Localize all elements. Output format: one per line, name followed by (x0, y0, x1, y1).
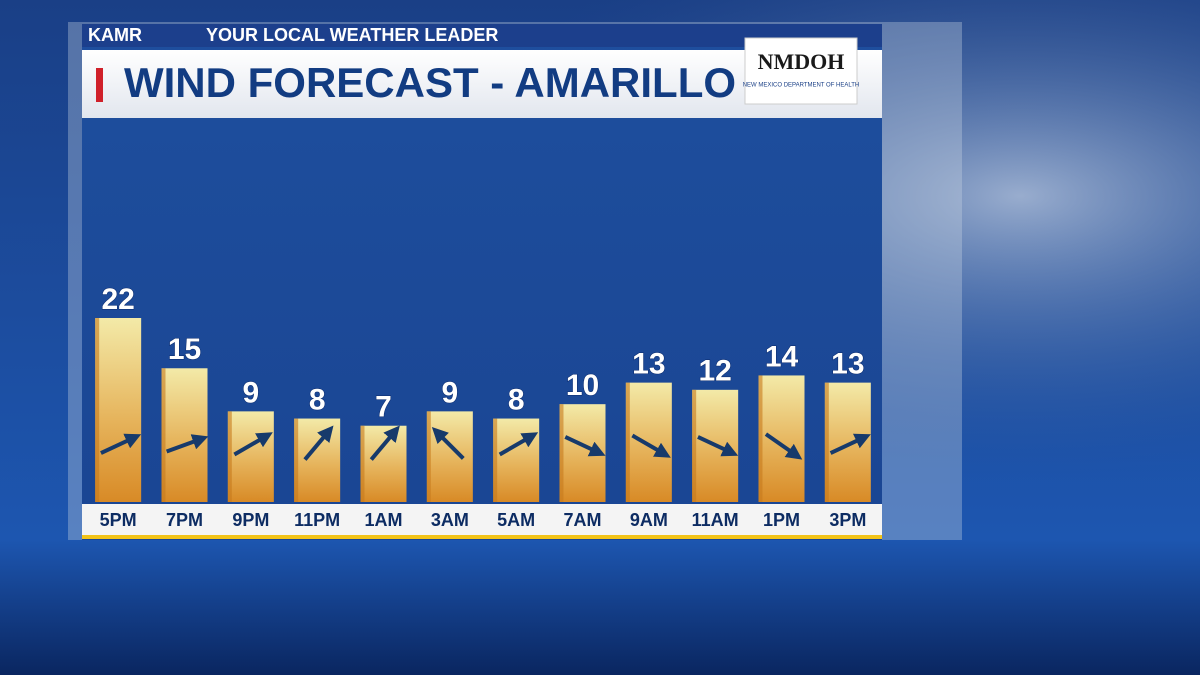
value-label: 13 (632, 348, 665, 381)
bar (95, 318, 142, 502)
bar-edge (493, 418, 498, 502)
header-band (82, 24, 882, 47)
x-tick-label: 1PM (763, 510, 800, 530)
bar-edge (559, 404, 564, 502)
bar-edge (692, 389, 697, 502)
bar-edge (360, 425, 365, 502)
x-tick-label: 3AM (431, 510, 469, 530)
x-tick-label: 5AM (497, 510, 535, 530)
sponsor-name: NMDOH (758, 49, 845, 74)
wind-arrow (498, 432, 539, 457)
value-label: 9 (441, 376, 458, 409)
station: KAMR (88, 25, 142, 45)
value-label: 12 (698, 355, 731, 388)
value-label: 8 (508, 383, 525, 416)
bar-edge (161, 368, 166, 502)
sponsor-full-name: NEW MEXICO DEPARTMENT OF HEALTH (743, 83, 860, 89)
x-tick-label: 9PM (232, 510, 269, 530)
value-label: 8 (309, 383, 326, 416)
x-tick-label: 11AM (692, 510, 739, 530)
x-tick-label: 1AM (364, 510, 402, 530)
bars: 5PM 22 7PM 15 9PM 9 11PM 8 1AM 7 3AM 9 5AM 8 7AM 10 9AM 1… (95, 282, 871, 530)
wind-arrow (697, 435, 739, 457)
bar-edge (426, 411, 431, 502)
chart-title: WIND FORECAST - AMARILLO (124, 59, 736, 106)
wind-arrow (233, 432, 273, 457)
bar (625, 382, 672, 502)
bar (426, 411, 473, 502)
bar-edge (95, 318, 100, 502)
wind-arrow (431, 427, 465, 460)
bar (294, 418, 341, 502)
title-accent (96, 68, 103, 102)
x-tick-label: 9AM (630, 510, 668, 530)
category-strip (82, 504, 882, 536)
value-label: 13 (831, 348, 864, 381)
bar (360, 425, 407, 502)
x-tick-label: 7PM (166, 510, 203, 530)
bar-edge (294, 418, 299, 502)
bar (493, 418, 540, 502)
value-label: 9 (242, 376, 259, 409)
wind-arrow (369, 425, 400, 461)
wind-arrow (303, 425, 334, 461)
wind-arrow (764, 432, 803, 460)
value-label: 15 (168, 333, 201, 366)
value-label: 14 (765, 340, 799, 373)
x-tick-label: 11PM (294, 510, 340, 530)
value-label: 22 (101, 283, 134, 316)
x-tick-label: 7AM (563, 510, 601, 530)
bar-edge (625, 382, 630, 502)
x-tick-label: 3PM (829, 510, 866, 530)
value-label: 10 (566, 369, 599, 402)
bar-edge (758, 375, 763, 502)
wind-arrow (100, 433, 142, 455)
accent-line (82, 535, 882, 539)
wind-arrow (631, 433, 671, 458)
bar (161, 368, 208, 502)
x-tick-label: 5PM (100, 510, 137, 530)
sponsor-logo (744, 37, 858, 105)
bar-edge (227, 411, 232, 502)
value-label: 7 (375, 391, 392, 424)
bar-edge (824, 382, 829, 502)
bar (227, 411, 274, 502)
wind-arrow (165, 434, 209, 454)
tagline: YOUR LOCAL WEATHER LEADER (206, 25, 498, 45)
bar (824, 382, 871, 502)
wind-arrow (564, 435, 606, 457)
bar (758, 375, 805, 502)
wind-arrow (829, 433, 871, 455)
